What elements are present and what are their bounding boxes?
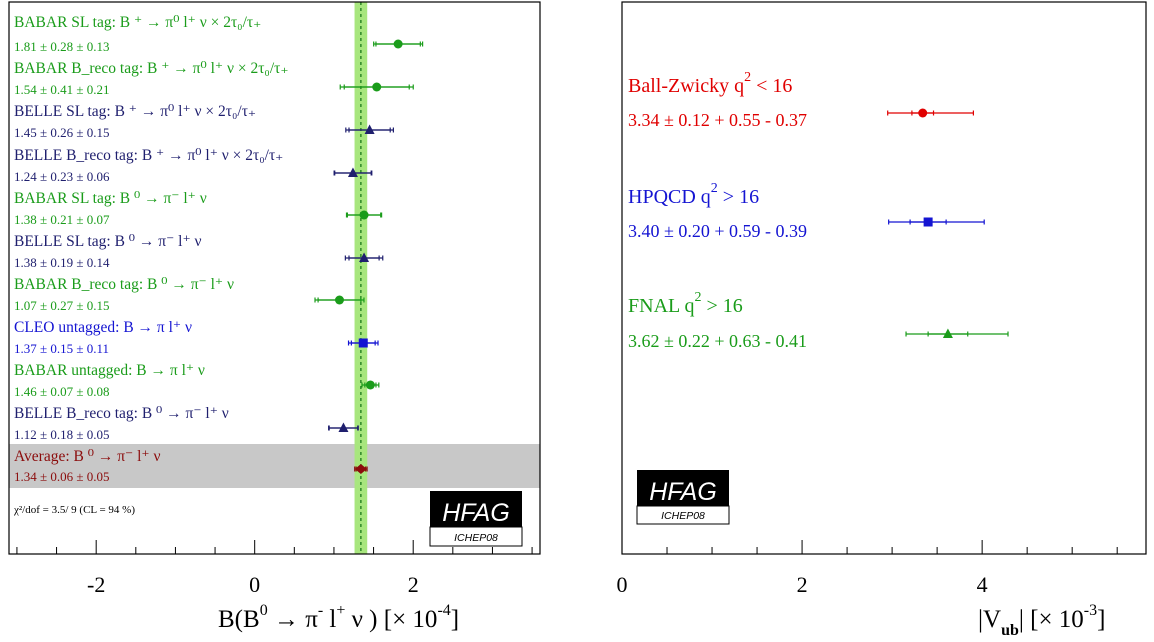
logo-main-right: HFAG: [649, 478, 717, 506]
theory-value: 3.40 ± 0.20 + 0.59 - 0.39: [628, 221, 807, 241]
data-point: [358, 338, 368, 348]
theory-label: Ball-Zwicky q2 < 16: [628, 70, 792, 97]
theory-value: 3.62 ± 0.22 + 0.63 - 0.41: [628, 331, 807, 351]
data-point: [942, 328, 953, 338]
measurement-value: 1.34 ± 0.06 ± 0.05: [14, 469, 110, 484]
measurement-label: BELLE B_reco tag: B ⁰ → π⁻ l⁺ ν: [14, 405, 229, 422]
data-point: [918, 108, 928, 118]
measurement-label: BELLE B_reco tag: B ⁺ → π⁰ l⁺ ν × 2τ₀/τ₊: [14, 147, 283, 164]
left-x-axis-label: B(B0 → π- l+ ν ) [× 10-4]: [218, 602, 459, 633]
measurement-label: BABAR B_reco tag: B ⁰ → π⁻ l⁺ ν: [14, 276, 234, 293]
measurement-label: CLEO untagged: B → π l⁺ ν: [14, 319, 192, 336]
hfag-logo-left: HFAG ICHEP08: [429, 491, 523, 547]
average-band-bg: [9, 444, 540, 488]
measurement-value: 1.24 ± 0.23 ± 0.06: [14, 169, 110, 184]
theory-label: FNAL q2 > 16: [628, 290, 743, 317]
measurement-value: 1.45 ± 0.26 ± 0.15: [14, 125, 110, 140]
measurement-label: BELLE SL tag: B ⁺ → π⁰ l⁺ ν × 2τ₀/τ₊: [14, 103, 256, 120]
left-data-points: [314, 39, 424, 474]
measurement-value: 1.46 ± 0.07 ± 0.08: [14, 384, 110, 399]
tick-label: 2: [408, 572, 419, 597]
tick-label: 2: [797, 572, 808, 597]
logo-main-left: HFAG: [442, 499, 510, 527]
logo-sub-left: ICHEP08: [454, 532, 498, 544]
logo-sub-right: ICHEP08: [661, 510, 705, 522]
data-point: [338, 422, 349, 432]
measurement-label: BABAR SL tag: B ⁺ → π⁰ l⁺ ν × 2τ₀/τ₊: [14, 14, 261, 31]
hfag-logo-right: HFAG ICHEP08: [636, 470, 730, 525]
measurement-label: Average: B ⁰ → π⁻ l⁺ ν: [14, 448, 160, 465]
data-point: [359, 252, 370, 262]
right-panel: Ball-Zwicky q2 < 16 3.34 ± 0.12 + 0.55 - …: [617, 1, 1147, 639]
measurement-value: 1.81 ± 0.28 ± 0.13: [14, 39, 110, 54]
data-point: [359, 210, 369, 220]
measurement-label: BABAR B_reco tag: B ⁺ → π⁰ l⁺ ν × 2τ₀/τ₊: [14, 60, 289, 77]
measurement-label: BABAR SL tag: B ⁰ → π⁻ l⁺ ν: [14, 190, 207, 207]
tick-label: 0: [617, 572, 628, 597]
tick-label: 4: [977, 572, 988, 597]
measurement-value: 1.38 ± 0.19 ± 0.14: [14, 255, 110, 270]
left-labels: BABAR SL tag: B ⁺ → π⁰ l⁺ ν × 2τ₀/τ₊ 1.81…: [14, 14, 289, 484]
measurement-label: BABAR untagged: B → π l⁺ ν: [14, 362, 205, 379]
measurement-value: 1.38 ± 0.21 ± 0.07: [14, 212, 110, 227]
right-labels: Ball-Zwicky q2 < 16 3.34 ± 0.12 + 0.55 - …: [628, 70, 807, 351]
right-frame: [621, 1, 1147, 555]
right-x-axis: 0 2 4: [617, 540, 1118, 597]
theory-value: 3.34 ± 0.12 + 0.55 - 0.37: [628, 110, 807, 130]
measurement-value: 1.07 ± 0.27 ± 0.15: [14, 298, 110, 313]
measurement-value: 1.37 ± 0.15 ± 0.11: [14, 341, 109, 356]
measurement-label: BELLE SL tag: B ⁰ → π⁻ l⁺ ν: [14, 233, 202, 250]
right-data-points: [887, 108, 1009, 338]
tick-label: 0: [249, 572, 260, 597]
theory-label: HPQCD q2 > 16: [628, 181, 759, 208]
data-point: [364, 124, 375, 134]
data-point: [365, 380, 375, 390]
left-panel: BABAR SL tag: B ⁺ → π⁰ l⁺ ν × 2τ₀/τ₊ 1.81…: [8, 1, 541, 633]
data-point: [334, 295, 344, 305]
measurement-value: 1.12 ± 0.18 ± 0.05: [14, 427, 110, 442]
left-frame: [8, 1, 541, 555]
data-point: [347, 167, 358, 177]
data-point: [923, 217, 933, 227]
chi2-label: χ²/dof = 3.5/ 9 (CL = 94 %): [13, 504, 135, 516]
data-point: [372, 82, 382, 92]
measurement-value: 1.54 ± 0.41 ± 0.21: [14, 82, 110, 97]
data-point: [393, 39, 403, 49]
data-point: [354, 464, 367, 474]
left-x-axis: -2 0 2: [16, 540, 533, 597]
tick-label: -2: [87, 572, 105, 597]
right-x-axis-label: |Vub| [× 10-3]: [978, 602, 1105, 639]
